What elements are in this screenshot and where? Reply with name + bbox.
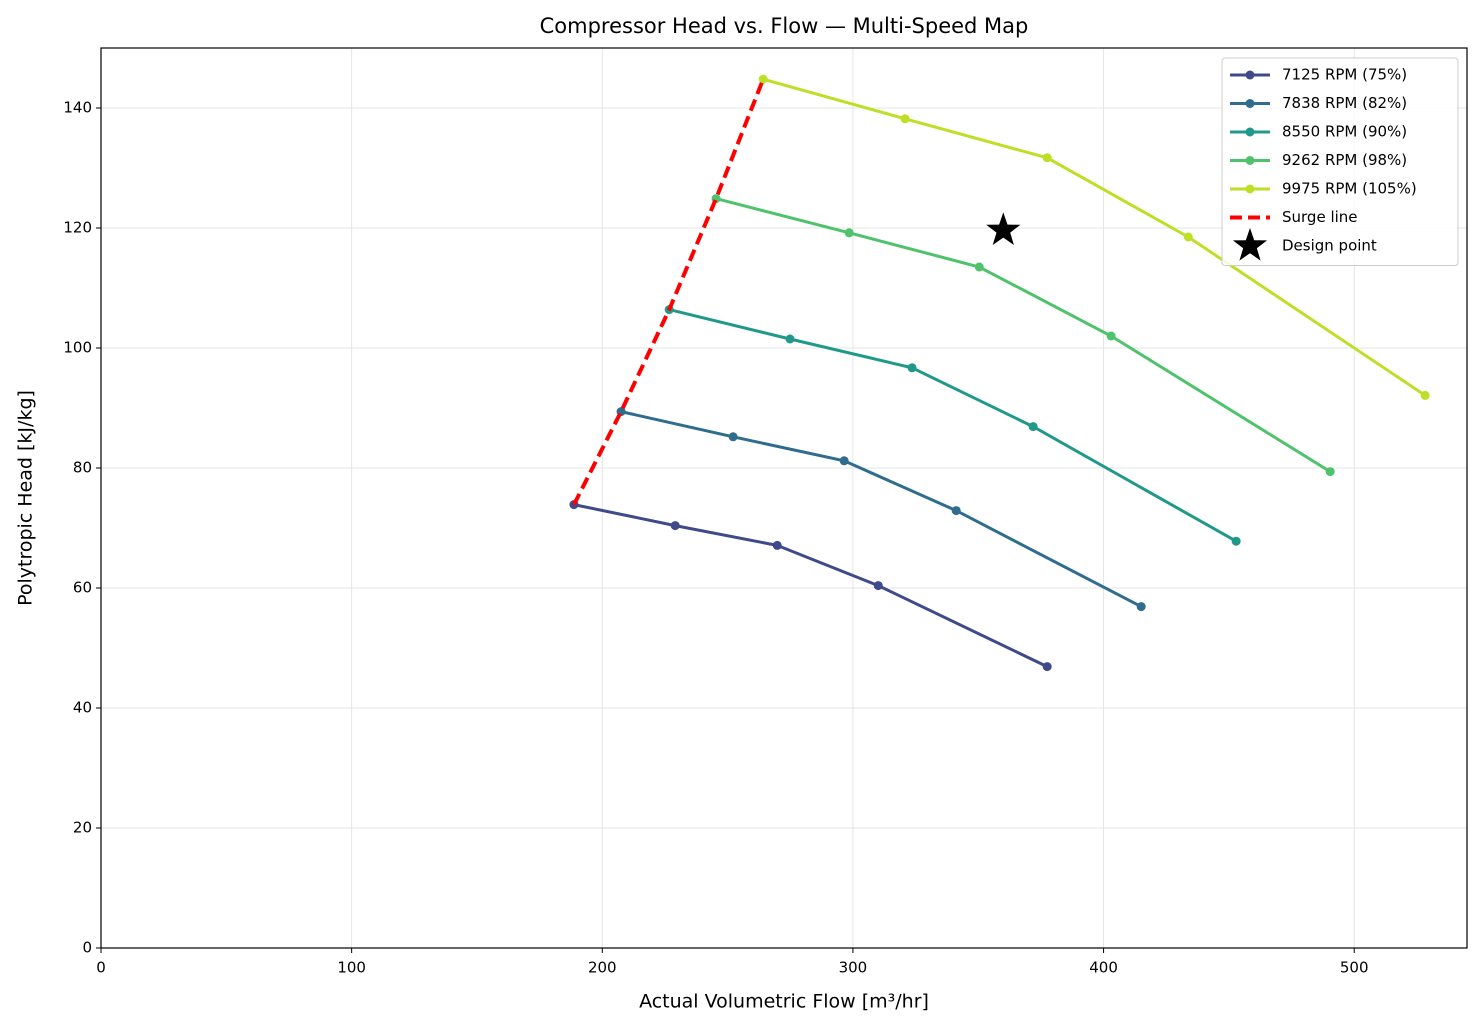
design-point	[986, 212, 1021, 245]
y-tick-label: 60	[73, 579, 92, 597]
point	[907, 363, 917, 373]
point	[1420, 390, 1430, 400]
x-axis-label: Actual Volumetric Flow [m³/hr]	[639, 991, 929, 1013]
point	[1183, 232, 1193, 242]
legend-label: 9262 RPM (98%)	[1282, 151, 1407, 169]
y-tick-label: 20	[73, 819, 92, 837]
legend-label: Surge line	[1282, 208, 1358, 226]
plot-frame	[100, 47, 1468, 949]
legend-label: Design point	[1282, 237, 1377, 255]
legend-marker	[1232, 228, 1268, 261]
x-tick-label: 300	[839, 959, 868, 977]
point	[785, 334, 795, 344]
y-tick-label: 0	[82, 939, 92, 957]
point	[974, 262, 984, 272]
point	[1028, 422, 1038, 432]
legend-label: 8550 RPM (90%)	[1282, 123, 1407, 141]
point	[951, 506, 961, 516]
legend-frame	[1221, 57, 1459, 266]
x-tick-label: 400	[1089, 959, 1118, 977]
y-tick-label: 40	[73, 699, 92, 717]
legend-marker	[1245, 184, 1255, 194]
point	[1106, 331, 1116, 341]
point	[839, 456, 849, 466]
point	[873, 581, 883, 591]
speed-line	[620, 410, 1142, 608]
point	[758, 74, 768, 84]
x-tick-label: 100	[337, 959, 366, 977]
x-tick-label: 200	[588, 959, 617, 977]
legend-marker	[1245, 156, 1255, 165]
point	[728, 432, 738, 442]
y-axis-label: Polytropic Head [kJ/kg]	[15, 390, 37, 606]
speed-line	[573, 503, 1048, 668]
point	[670, 521, 680, 531]
point	[772, 540, 782, 550]
speed-line	[668, 308, 1237, 543]
y-tick-label: 140	[63, 99, 92, 117]
legend-marker	[1245, 70, 1255, 80]
point	[1231, 536, 1241, 546]
y-tick-label: 120	[63, 219, 92, 237]
legend-label: 9975 RPM (105%)	[1282, 180, 1417, 198]
point	[1136, 602, 1146, 612]
surge-line	[572, 78, 766, 506]
chart-title: Compressor Head vs. Flow — Multi-Speed M…	[540, 14, 1029, 38]
y-tick-label: 100	[63, 339, 92, 357]
x-tick-label: 500	[1340, 959, 1369, 977]
y-tick-label: 80	[73, 459, 92, 477]
legend-marker	[1245, 99, 1255, 108]
point	[900, 114, 910, 124]
point	[1042, 153, 1052, 163]
point	[1325, 467, 1335, 477]
point	[844, 228, 854, 238]
legend: 7125 RPM (75%) 7838 RPM (82%) 8550 RPM (90…	[1221, 57, 1459, 266]
legend-label: 7125 RPM (75%)	[1282, 66, 1407, 84]
legend-marker	[1245, 127, 1255, 137]
x-tick-label: 0	[96, 959, 106, 977]
legend-label: 7838 RPM (82%)	[1282, 94, 1407, 112]
point	[1042, 662, 1052, 672]
